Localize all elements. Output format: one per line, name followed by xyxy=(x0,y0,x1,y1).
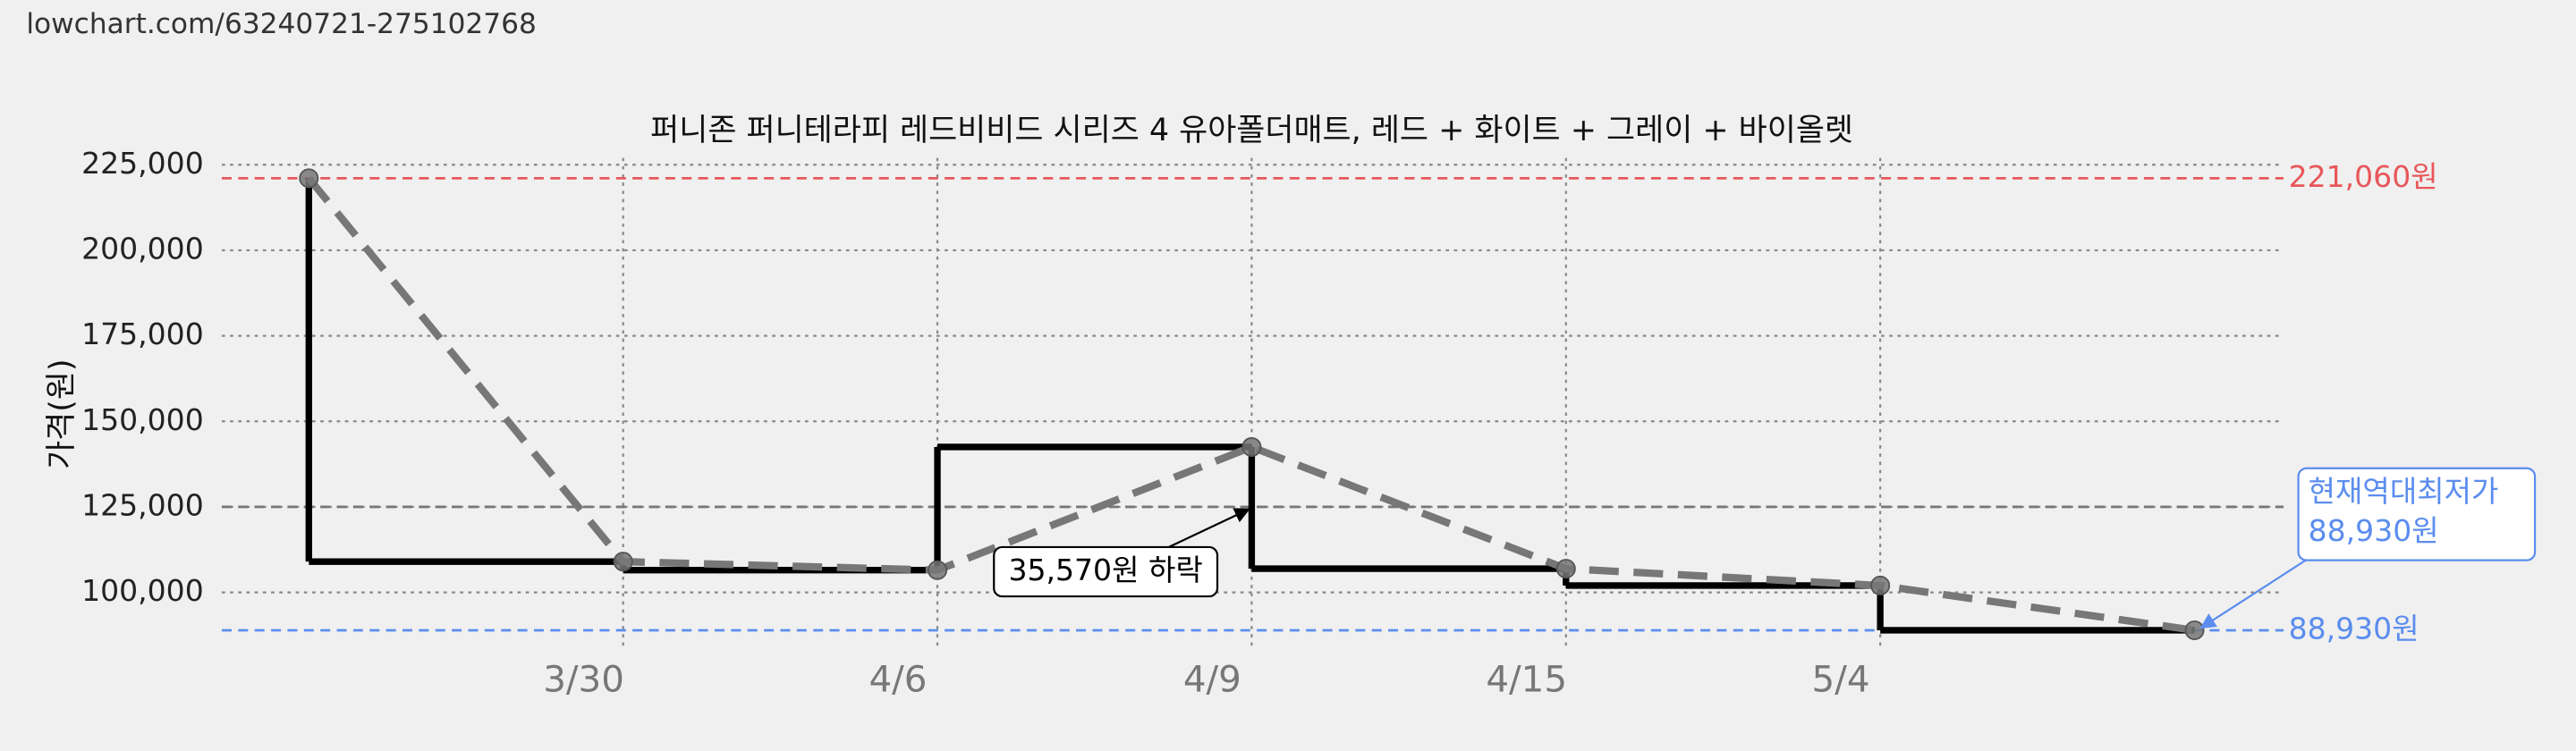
x-tick-label: 4/6 xyxy=(869,658,927,701)
callout-arrow xyxy=(2199,557,2309,629)
y-tick-label: 150,000 xyxy=(81,402,204,437)
reference-label: 221,060원 xyxy=(2289,159,2438,194)
price-point xyxy=(2184,620,2205,640)
price-point xyxy=(1241,436,1262,457)
url: lowchart.com/63240721-275102768 xyxy=(26,8,537,40)
price-point xyxy=(1555,559,1576,579)
y-tick-label: 175,000 xyxy=(81,316,204,351)
y-tick-label: 200,000 xyxy=(81,231,204,266)
price-point xyxy=(1870,575,1891,595)
chart-title: 퍼니존 퍼니테라피 레드비비드 시리즈 4 유아폴더매트, 레드 + 화이트 +… xyxy=(650,113,1853,148)
price-point xyxy=(928,560,948,580)
x-tick-label: 4/9 xyxy=(1183,658,1241,701)
annotation-text: 35,570원 하락 xyxy=(1008,553,1202,587)
price-point xyxy=(613,552,633,572)
annotation-box xyxy=(993,545,1219,598)
y-tick-label: 100,000 xyxy=(81,573,204,608)
callout-box xyxy=(2297,467,2537,561)
y-axis-label: 가격(원) xyxy=(44,359,80,468)
callout-text: 88,930원 xyxy=(2309,513,2439,548)
callout-text: 현재역대최저가 xyxy=(2309,474,2499,509)
y-tick-label: 225,000 xyxy=(81,146,204,181)
y-tick-label: 125,000 xyxy=(81,487,204,522)
reference-label: 88,930원 xyxy=(2289,611,2419,646)
x-tick-label: 5/4 xyxy=(1812,658,1870,701)
price-point xyxy=(299,168,319,189)
annotation-arrow xyxy=(1157,508,1250,553)
x-tick-label: 3/30 xyxy=(543,658,624,701)
x-tick-label: 4/15 xyxy=(1486,658,1567,701)
